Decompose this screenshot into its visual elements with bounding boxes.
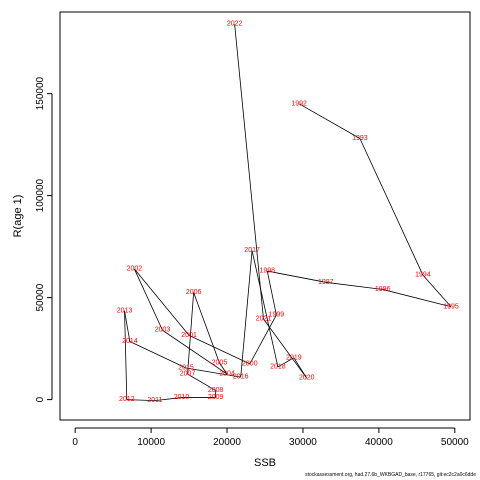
y-tick-label: 0 [35, 396, 46, 402]
trajectory-segment [193, 292, 220, 364]
year-label-2004: 2004 [219, 371, 235, 378]
y-tick-label: 100000 [35, 178, 46, 212]
trajectory-segment [124, 310, 128, 400]
year-label-2012: 2012 [119, 396, 135, 403]
x-tick-label: 50000 [441, 437, 469, 448]
y-tick-label: 150000 [35, 76, 46, 110]
trajectory-segment [134, 268, 163, 331]
trajectory-segment [263, 318, 308, 379]
x-tick-label: 20000 [213, 437, 241, 448]
year-label-1994: 1994 [415, 272, 431, 279]
trajectory-segment [154, 397, 182, 402]
year-label-1998: 1998 [259, 268, 275, 275]
trajectory-segment [298, 103, 361, 139]
x-tick-label: 0 [72, 437, 78, 448]
trajectory-segment [162, 329, 228, 375]
trajectory-segment [249, 314, 277, 365]
trajectory-segment [266, 270, 277, 316]
year-label-1992: 1992 [291, 100, 307, 107]
year-label-2010: 2010 [174, 394, 190, 401]
year-label-2011: 2011 [147, 397, 162, 404]
year-label-2022: 2022 [227, 21, 243, 28]
y-tick-label: 50000 [35, 283, 46, 311]
trajectory-segment [219, 362, 228, 375]
plot-frame [59, 11, 471, 421]
year-label-2006: 2006 [186, 289, 202, 296]
trajectory-lines [124, 24, 452, 402]
year-label-1995: 1995 [443, 303, 459, 310]
year-label-1993: 1993 [352, 135, 368, 142]
trajectory-segment [187, 292, 195, 375]
x-tick-label: 10000 [137, 437, 165, 448]
year-label-2009: 2009 [208, 394, 224, 401]
year-label-2020: 2020 [299, 375, 315, 382]
y-axis-title: R(age 1) [12, 195, 24, 238]
year-label-1999: 1999 [269, 311, 285, 318]
year-label-1996: 1996 [375, 286, 391, 293]
year-label-2002: 2002 [127, 266, 143, 273]
trajectory-segment [240, 250, 253, 378]
trajectory-segment [234, 24, 264, 320]
trajectory-segment [422, 274, 452, 308]
trajectory-segment [124, 310, 131, 342]
year-label-2013: 2013 [117, 307, 133, 314]
year-label-2007: 2007 [180, 371, 196, 378]
year-labels: 1992 1993 1994 1995 1996 1997 1998 1999 2000 2001… [117, 21, 459, 404]
x-tick-label: 30000 [289, 437, 317, 448]
x-axis: 0 10000 20000 30000 40000 50000 [72, 427, 469, 448]
year-label-1997: 1997 [318, 279, 334, 286]
year-label-2003: 2003 [155, 327, 171, 334]
year-label-2015: 2015 [178, 364, 194, 371]
trajectory-segment [188, 334, 250, 365]
trajectory-segment [134, 268, 190, 336]
year-label-2008: 2008 [208, 387, 224, 394]
trajectory-segment [185, 367, 241, 378]
trajectory-segment [267, 270, 326, 283]
year-label-2016: 2016 [233, 374, 249, 381]
y-axis: 0 50000 100000 150000 [35, 76, 53, 402]
x-tick-label: 40000 [365, 437, 393, 448]
trajectory-segment [382, 289, 452, 308]
trajectory-segment [277, 357, 295, 368]
trajectory-segment [325, 281, 383, 290]
year-label-2019: 2019 [286, 354, 302, 361]
year-label-2014: 2014 [122, 338, 138, 345]
trajectory-segment [129, 341, 187, 369]
trajectory-segment [187, 373, 216, 391]
year-label-2000: 2000 [242, 360, 258, 367]
x-axis-title: SSB [254, 457, 276, 469]
trajectory-segment [359, 138, 424, 276]
trajectory-segment [251, 250, 279, 368]
year-label-2005: 2005 [212, 359, 228, 366]
trajectory-segment [126, 399, 155, 402]
year-label-2001: 2001 [181, 332, 197, 339]
year-label-2021: 2021 [256, 316, 272, 323]
year-label-2017: 2017 [244, 247, 260, 254]
year-label-2018: 2018 [270, 363, 286, 370]
footer-credit: stockassessment.org, had.27.6b_WKBGAD_ba… [305, 472, 476, 478]
